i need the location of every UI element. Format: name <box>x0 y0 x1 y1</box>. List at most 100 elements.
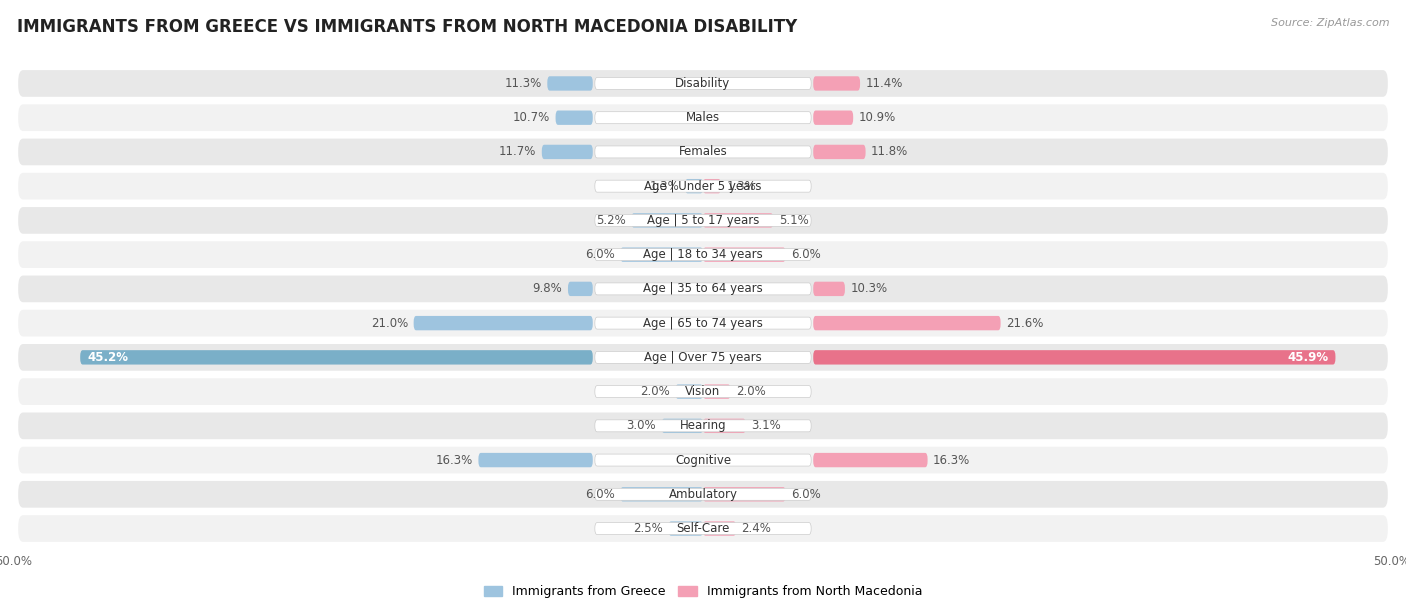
Text: 21.0%: 21.0% <box>371 316 408 330</box>
Text: 21.6%: 21.6% <box>1007 316 1043 330</box>
FancyBboxPatch shape <box>595 386 811 398</box>
FancyBboxPatch shape <box>595 488 811 500</box>
Text: 45.9%: 45.9% <box>1288 351 1329 364</box>
Text: 11.8%: 11.8% <box>872 146 908 159</box>
FancyBboxPatch shape <box>620 487 703 501</box>
FancyBboxPatch shape <box>675 384 703 399</box>
FancyBboxPatch shape <box>813 111 853 125</box>
FancyBboxPatch shape <box>685 179 703 193</box>
FancyBboxPatch shape <box>18 344 1388 371</box>
Text: 9.8%: 9.8% <box>533 282 562 296</box>
FancyBboxPatch shape <box>18 138 1388 165</box>
FancyBboxPatch shape <box>595 454 811 466</box>
FancyBboxPatch shape <box>595 112 811 124</box>
Text: Age | Over 75 years: Age | Over 75 years <box>644 351 762 364</box>
Text: Ambulatory: Ambulatory <box>668 488 738 501</box>
FancyBboxPatch shape <box>703 384 731 399</box>
FancyBboxPatch shape <box>595 317 811 329</box>
FancyBboxPatch shape <box>703 487 786 501</box>
Text: 2.5%: 2.5% <box>633 522 664 535</box>
Text: 1.3%: 1.3% <box>650 180 679 193</box>
Text: 5.2%: 5.2% <box>596 214 626 227</box>
FancyBboxPatch shape <box>18 447 1388 474</box>
FancyBboxPatch shape <box>18 207 1388 234</box>
FancyBboxPatch shape <box>18 481 1388 508</box>
Text: 2.0%: 2.0% <box>640 385 669 398</box>
Text: 10.3%: 10.3% <box>851 282 887 296</box>
Text: Self-Care: Self-Care <box>676 522 730 535</box>
Text: 6.0%: 6.0% <box>792 488 821 501</box>
Text: 45.2%: 45.2% <box>87 351 128 364</box>
FancyBboxPatch shape <box>18 104 1388 131</box>
FancyBboxPatch shape <box>18 515 1388 542</box>
Text: 16.3%: 16.3% <box>934 453 970 466</box>
FancyBboxPatch shape <box>595 523 811 534</box>
Text: 11.3%: 11.3% <box>505 77 541 90</box>
FancyBboxPatch shape <box>703 179 721 193</box>
FancyBboxPatch shape <box>703 419 745 433</box>
FancyBboxPatch shape <box>18 412 1388 439</box>
Text: 6.0%: 6.0% <box>585 488 614 501</box>
FancyBboxPatch shape <box>595 180 811 192</box>
FancyBboxPatch shape <box>595 420 811 432</box>
FancyBboxPatch shape <box>631 213 703 228</box>
Text: Males: Males <box>686 111 720 124</box>
Text: 5.1%: 5.1% <box>779 214 808 227</box>
FancyBboxPatch shape <box>478 453 593 467</box>
Text: IMMIGRANTS FROM GREECE VS IMMIGRANTS FROM NORTH MACEDONIA DISABILITY: IMMIGRANTS FROM GREECE VS IMMIGRANTS FRO… <box>17 18 797 36</box>
FancyBboxPatch shape <box>813 316 1001 330</box>
Text: Source: ZipAtlas.com: Source: ZipAtlas.com <box>1271 18 1389 28</box>
Text: 6.0%: 6.0% <box>585 248 614 261</box>
FancyBboxPatch shape <box>595 78 811 89</box>
Text: 3.1%: 3.1% <box>751 419 780 432</box>
FancyBboxPatch shape <box>669 521 703 536</box>
FancyBboxPatch shape <box>813 145 866 159</box>
FancyBboxPatch shape <box>18 378 1388 405</box>
Text: 11.7%: 11.7% <box>499 146 536 159</box>
FancyBboxPatch shape <box>813 282 845 296</box>
FancyBboxPatch shape <box>18 173 1388 200</box>
Text: 11.4%: 11.4% <box>866 77 903 90</box>
FancyBboxPatch shape <box>662 419 703 433</box>
Text: 16.3%: 16.3% <box>436 453 472 466</box>
Text: Age | 35 to 64 years: Age | 35 to 64 years <box>643 282 763 296</box>
FancyBboxPatch shape <box>595 248 811 261</box>
Text: 10.7%: 10.7% <box>513 111 550 124</box>
Text: 2.0%: 2.0% <box>737 385 766 398</box>
FancyBboxPatch shape <box>18 310 1388 337</box>
FancyBboxPatch shape <box>813 453 928 467</box>
FancyBboxPatch shape <box>595 283 811 295</box>
Text: 6.0%: 6.0% <box>792 248 821 261</box>
Text: 10.9%: 10.9% <box>859 111 896 124</box>
Text: Age | 5 to 17 years: Age | 5 to 17 years <box>647 214 759 227</box>
FancyBboxPatch shape <box>595 351 811 364</box>
Text: Females: Females <box>679 146 727 159</box>
FancyBboxPatch shape <box>595 146 811 158</box>
FancyBboxPatch shape <box>595 214 811 226</box>
FancyBboxPatch shape <box>568 282 593 296</box>
FancyBboxPatch shape <box>18 241 1388 268</box>
Text: Hearing: Hearing <box>679 419 727 432</box>
FancyBboxPatch shape <box>703 521 737 536</box>
FancyBboxPatch shape <box>813 76 860 91</box>
Text: Cognitive: Cognitive <box>675 453 731 466</box>
FancyBboxPatch shape <box>813 350 1336 365</box>
Text: Age | 65 to 74 years: Age | 65 to 74 years <box>643 316 763 330</box>
FancyBboxPatch shape <box>541 145 593 159</box>
FancyBboxPatch shape <box>620 247 703 262</box>
Text: Disability: Disability <box>675 77 731 90</box>
FancyBboxPatch shape <box>80 350 593 365</box>
Text: Vision: Vision <box>685 385 721 398</box>
FancyBboxPatch shape <box>18 275 1388 302</box>
FancyBboxPatch shape <box>555 111 593 125</box>
FancyBboxPatch shape <box>703 247 786 262</box>
FancyBboxPatch shape <box>547 76 593 91</box>
FancyBboxPatch shape <box>413 316 593 330</box>
Text: Age | 18 to 34 years: Age | 18 to 34 years <box>643 248 763 261</box>
Text: Age | Under 5 years: Age | Under 5 years <box>644 180 762 193</box>
Text: 2.4%: 2.4% <box>741 522 772 535</box>
Text: 3.0%: 3.0% <box>627 419 657 432</box>
FancyBboxPatch shape <box>703 213 773 228</box>
Legend: Immigrants from Greece, Immigrants from North Macedonia: Immigrants from Greece, Immigrants from … <box>478 580 928 603</box>
Text: 1.3%: 1.3% <box>727 180 756 193</box>
